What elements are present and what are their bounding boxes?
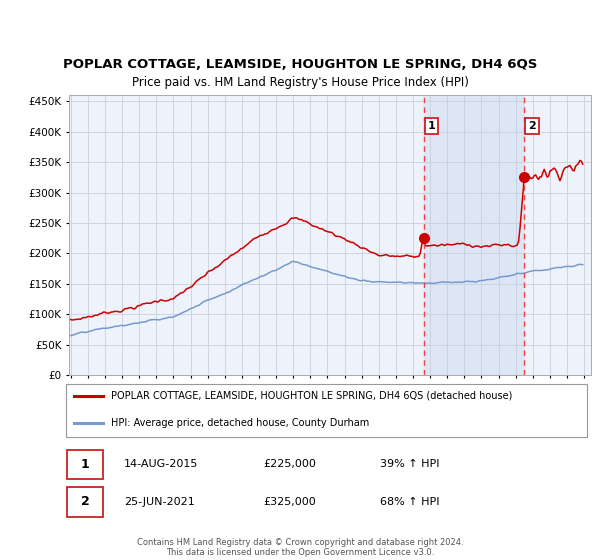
FancyBboxPatch shape xyxy=(67,450,103,479)
Text: 39% ↑ HPI: 39% ↑ HPI xyxy=(380,459,439,469)
Text: POPLAR COTTAGE, LEAMSIDE, HOUGHTON LE SPRING, DH4 6QS: POPLAR COTTAGE, LEAMSIDE, HOUGHTON LE SP… xyxy=(63,58,537,71)
Bar xyxy=(424,95,524,375)
Text: POPLAR COTTAGE, LEAMSIDE, HOUGHTON LE SPRING, DH4 6QS (detached house): POPLAR COTTAGE, LEAMSIDE, HOUGHTON LE SP… xyxy=(110,390,512,400)
Text: HPI: Average price, detached house, County Durham: HPI: Average price, detached house, Coun… xyxy=(110,418,369,428)
Text: 1: 1 xyxy=(428,121,436,131)
FancyBboxPatch shape xyxy=(67,487,103,516)
Text: Contains HM Land Registry data © Crown copyright and database right 2024.
This d: Contains HM Land Registry data © Crown c… xyxy=(137,538,463,557)
Text: £325,000: £325,000 xyxy=(263,497,316,507)
Text: 2: 2 xyxy=(81,496,89,508)
Text: 2: 2 xyxy=(528,121,536,131)
Text: £225,000: £225,000 xyxy=(263,459,317,469)
Text: 14-AUG-2015: 14-AUG-2015 xyxy=(124,459,198,469)
Text: 1: 1 xyxy=(81,458,89,470)
FancyBboxPatch shape xyxy=(65,384,587,437)
Text: 68% ↑ HPI: 68% ↑ HPI xyxy=(380,497,439,507)
Text: Price paid vs. HM Land Registry's House Price Index (HPI): Price paid vs. HM Land Registry's House … xyxy=(131,76,469,90)
Text: 25-JUN-2021: 25-JUN-2021 xyxy=(124,497,194,507)
